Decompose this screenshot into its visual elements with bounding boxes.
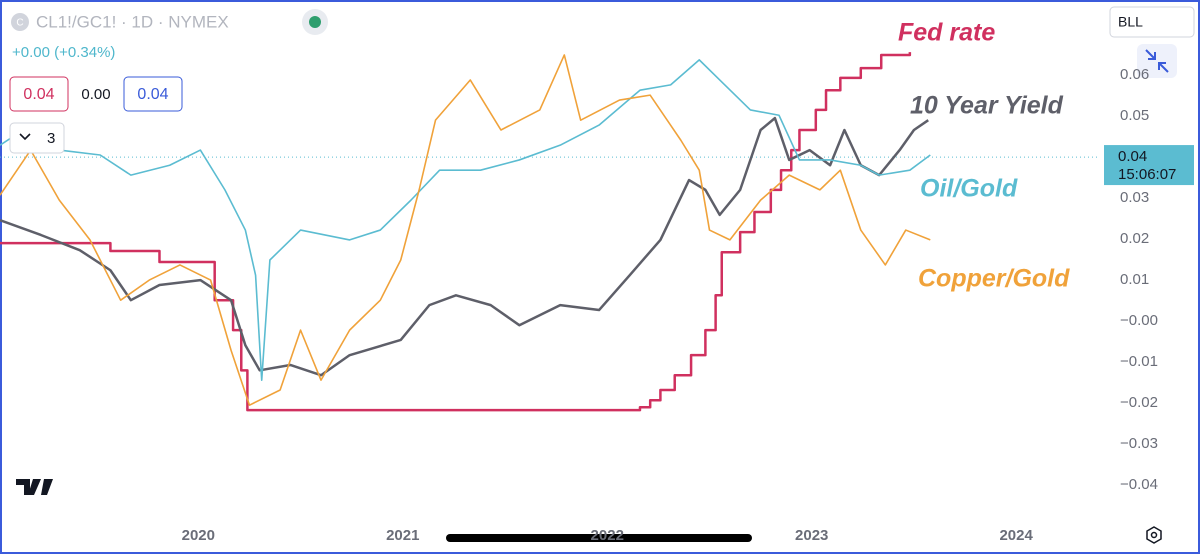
annotation: Oil/Gold — [920, 175, 1018, 203]
y-tick-label: 0.01 — [1120, 271, 1149, 288]
price-label: 0.04 — [1118, 148, 1147, 165]
y-tick-label: −0.04 — [1120, 476, 1158, 493]
x-tick-label: 2023 — [795, 527, 828, 544]
series-line — [0, 116, 929, 377]
value-box — [9, 76, 69, 112]
change: +0.00 (+0.34%) — [12, 44, 115, 61]
indicator-count: 3 — [47, 130, 55, 147]
y-tick-label: −0.02 — [1120, 394, 1158, 411]
series-line — [0, 54, 931, 406]
legend-value: 0.04 — [23, 86, 54, 103]
settings-icon[interactable] — [1146, 526, 1162, 544]
button-text: BLL — [1118, 14, 1143, 30]
y-tick-label: 0.06 — [1120, 66, 1149, 83]
x-tick-label: 2024 — [999, 527, 1033, 544]
y-tick-label: −0.00 — [1120, 312, 1158, 329]
status-dot — [309, 16, 321, 28]
collapse-button[interactable] — [1137, 44, 1177, 78]
symbol-button[interactable] — [1109, 6, 1195, 38]
plot-area — [0, 52, 1100, 412]
x-tick-label: 2021 — [386, 527, 419, 544]
logo — [16, 479, 53, 495]
legend-value: 0.00 — [81, 86, 110, 103]
y-tick-label: 0.02 — [1120, 230, 1149, 247]
series-line — [0, 59, 931, 381]
x-tick-label: 2020 — [182, 527, 215, 544]
collapse-icon — [1145, 49, 1169, 73]
y-tick-label: 0.03 — [1120, 189, 1149, 206]
countdown: 15:06:07 — [1118, 166, 1176, 183]
series-line — [0, 52, 912, 412]
legend-value: 0.04 — [137, 86, 168, 103]
chevron — [19, 133, 31, 141]
annotation: Fed rate — [898, 19, 995, 47]
value-box — [123, 76, 183, 112]
settings-icon-core — [1150, 531, 1158, 539]
y-tick-label: −0.03 — [1120, 435, 1158, 452]
annotation: 10 Year Yield — [910, 92, 1064, 120]
symbol-icon — [11, 13, 29, 31]
x-tick-label: 2022 — [591, 527, 624, 544]
icon-letter: C — [16, 18, 23, 29]
price-label-box — [1104, 145, 1194, 186]
home-indicator — [446, 534, 752, 542]
symbol: CL1!/GC1! · 1D · NYMEX — [36, 12, 229, 31]
indicator-toggle[interactable] — [9, 122, 65, 154]
annotation: Copper/Gold — [918, 265, 1070, 293]
y-tick-label: −0.01 — [1120, 353, 1158, 370]
y-tick-label: 0.05 — [1120, 107, 1149, 124]
